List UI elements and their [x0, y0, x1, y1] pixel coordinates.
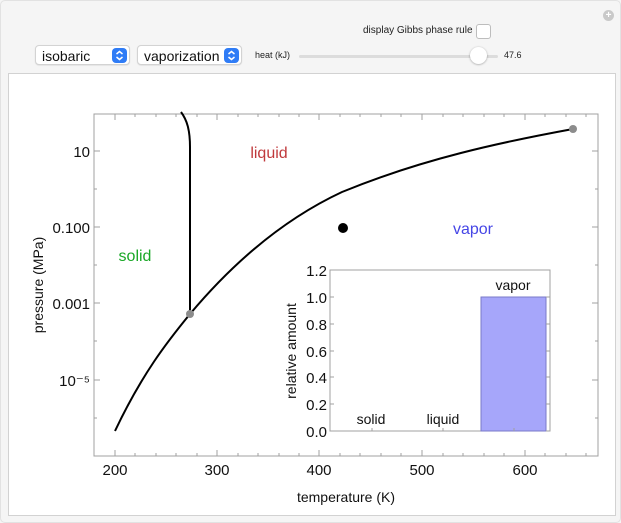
heat-slider-thumb[interactable]: [470, 47, 487, 64]
liquid-region-label: liquid: [250, 145, 287, 162]
transition-select-value: vaporization: [144, 48, 220, 64]
inset-solid-label: solid: [357, 411, 386, 427]
y-axis-ticks: [94, 150, 598, 419]
x-axis-label: temperature (K): [297, 489, 395, 505]
inset-bar-chart: 0.0 0.2 0.4 0.6 0.8 1.0 1.2 relative amo…: [283, 263, 551, 441]
gibbs-phase-rule-label: display Gibbs phase rule: [363, 25, 473, 36]
svg-text:0.4: 0.4: [306, 370, 327, 387]
svg-text:1.2: 1.2: [306, 263, 327, 280]
transition-select[interactable]: vaporization: [137, 45, 242, 65]
heat-slider-track[interactable]: [299, 55, 498, 58]
vapor-pressure-curve: [114, 128, 574, 432]
x-axis-ticks: [114, 114, 587, 456]
svg-text:0.8: 0.8: [306, 317, 327, 334]
process-select-value: isobaric: [42, 48, 91, 64]
plot-frame: [93, 113, 599, 457]
svg-text:400: 400: [306, 462, 331, 479]
heat-slider-label: heat (kJ): [255, 50, 291, 60]
svg-text:500: 500: [409, 462, 434, 479]
vapor-bar: [480, 296, 547, 432]
output-area: 200 300 400 500 600 10 0.100 0.001 10⁻⁵ …: [8, 73, 616, 516]
y-tick-labels: 10 0.100 0.001 10⁻⁵: [52, 144, 90, 390]
gibbs-phase-rule-checkbox[interactable]: [476, 24, 491, 39]
process-select[interactable]: isobaric: [35, 45, 130, 65]
svg-text:600: 600: [512, 462, 537, 479]
y-axis-label: pressure (MPa): [30, 237, 46, 333]
inset-y-tick-labels: 0.0 0.2 0.4 0.6 0.8 1.0 1.2: [306, 263, 327, 441]
inset-liquid-label: liquid: [427, 411, 460, 427]
svg-text:0.001: 0.001: [52, 296, 90, 313]
svg-text:10⁻⁵: 10⁻⁵: [59, 373, 90, 390]
svg-text:0.2: 0.2: [306, 397, 327, 414]
svg-text:0.6: 0.6: [306, 344, 327, 361]
svg-text:0.100: 0.100: [52, 220, 90, 237]
triple-point-marker: [186, 310, 194, 318]
inset-vapor-label: vapor: [495, 277, 530, 293]
svg-text:1.0: 1.0: [306, 290, 327, 307]
svg-text:300: 300: [204, 462, 229, 479]
svg-text:0.0: 0.0: [306, 424, 327, 441]
inset-y-ticks: [330, 269, 550, 432]
updown-arrows-icon: [224, 48, 239, 63]
plus-icon[interactable]: +: [603, 10, 614, 21]
critical-point-marker: [569, 125, 577, 133]
inset-y-axis-label: relative amount: [283, 303, 299, 399]
x-tick-labels: 200 300 400 500 600: [102, 462, 537, 479]
phase-diagram: 200 300 400 500 600 10 0.100 0.001 10⁻⁵ …: [30, 111, 599, 505]
solid-region-label: solid: [119, 248, 152, 265]
svg-text:200: 200: [102, 462, 127, 479]
melting-curve: [180, 111, 191, 314]
heat-slider-value: 47.6: [504, 50, 522, 60]
vapor-region-label: vapor: [453, 221, 494, 238]
svg-text:10: 10: [73, 144, 90, 161]
state-point-marker: [338, 223, 348, 233]
updown-arrows-icon: [112, 48, 127, 63]
